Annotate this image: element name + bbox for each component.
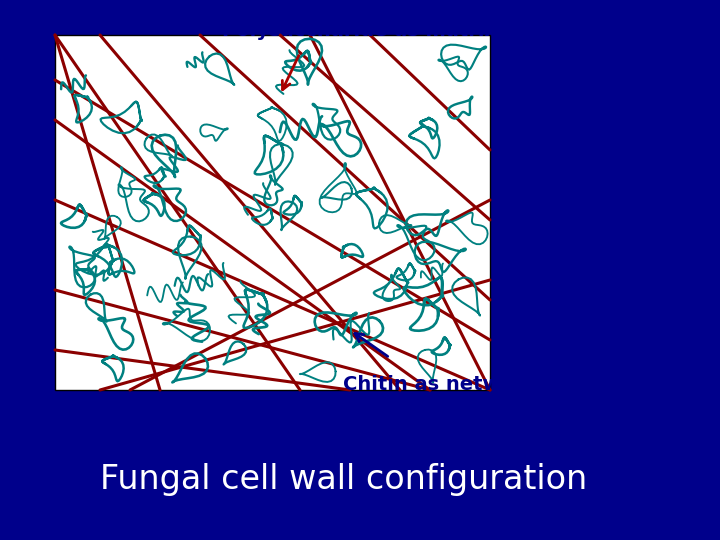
Text: Fungal cell wall configuration: Fungal cell wall configuration	[100, 463, 588, 496]
Bar	[55, 35, 490, 390]
Text: Chitin as network: Chitin as network	[343, 375, 536, 394]
Text: Polysaccharide as matrix: Polysaccharide as matrix	[222, 21, 498, 40]
